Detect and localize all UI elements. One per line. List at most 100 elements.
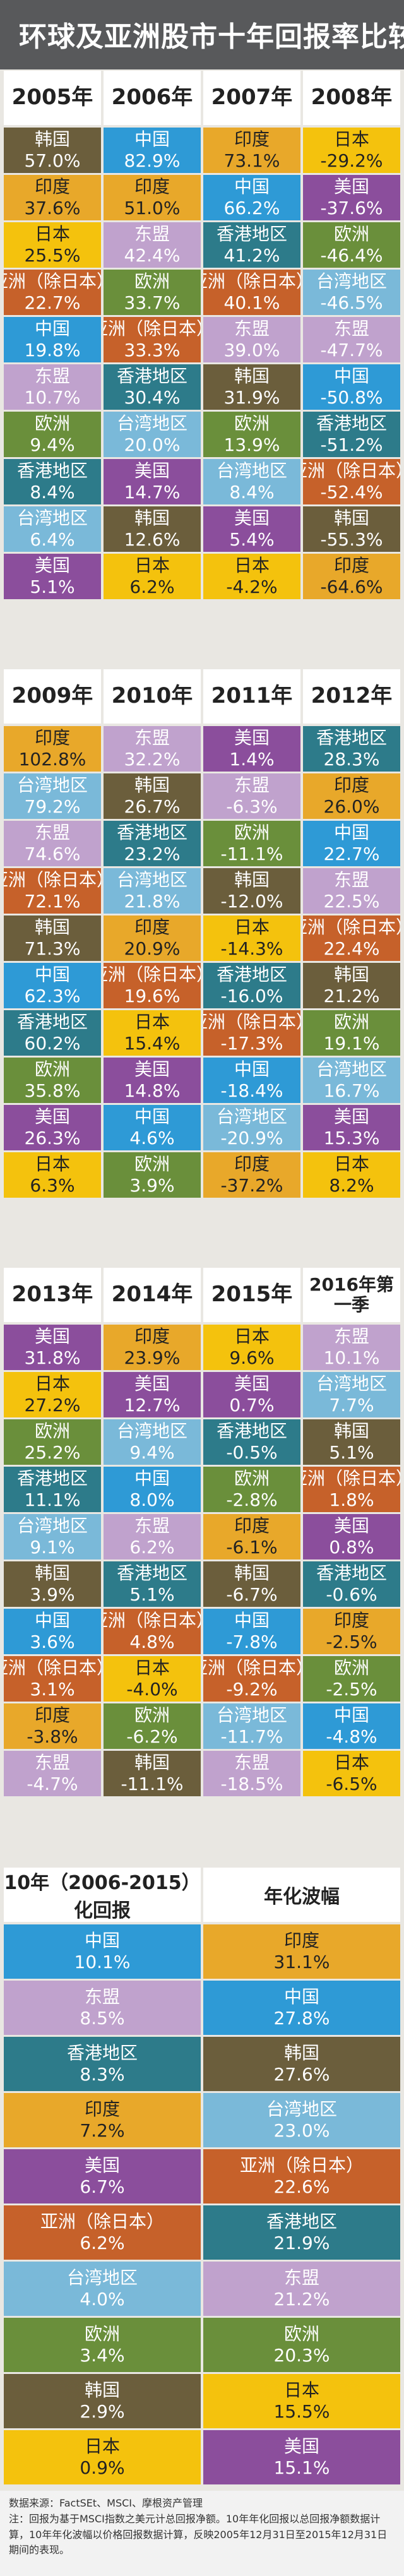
return-value: -46.5% <box>320 292 383 313</box>
return-cell: 东盟 -18.5% <box>203 1751 300 1796</box>
region-label: 日本 <box>333 1154 369 1175</box>
region-label: 香港地区 <box>116 822 187 844</box>
return-value: 25.2% <box>24 1442 81 1463</box>
summary-header-line1: 10年（2006-2015） <box>4 1872 201 1894</box>
footer: 数据来源：FactSEt、MSCI、摩根资产管理 注：回报为基于MSCI指数之美… <box>0 2491 404 2576</box>
region-label: 中国 <box>333 1705 369 1726</box>
region-label: 日本 <box>234 917 270 938</box>
region-label: 东盟 <box>283 2267 319 2289</box>
year-header: 2010年 <box>104 669 201 724</box>
region-label: 中国 <box>34 964 70 986</box>
return-cell: 香港地区 11.1% <box>4 1467 101 1512</box>
return-value: 3.1% <box>30 1679 75 1700</box>
return-value: -6.7% <box>226 1584 278 1605</box>
return-value: -55.3% <box>320 529 383 550</box>
footer-source: 数据来源：FactSEt、MSCI、摩根资产管理 <box>9 2497 203 2509</box>
return-value: 28.3% <box>323 749 380 770</box>
return-value: 26.0% <box>323 796 380 817</box>
region-label: 东盟 <box>134 1515 170 1537</box>
return-cell: 台湾地区 16.7% <box>303 1058 400 1103</box>
return-cell: 亚洲（除日本）22.4% <box>303 915 400 961</box>
year-header: 2015年 <box>203 1268 300 1322</box>
return-value: -50.8% <box>320 387 383 408</box>
return-value: 0.9% <box>80 2457 125 2478</box>
return-cell: 印度 23.9% <box>104 1325 201 1370</box>
return-value: -46.4% <box>320 245 383 266</box>
return-cell: 印度 -2.5% <box>303 1609 400 1654</box>
summary-cell: 韩国 27.6% <box>203 2037 400 2091</box>
return-cell: 印度 20.9% <box>104 915 201 961</box>
return-cell: 台湾地区 21.8% <box>104 868 201 914</box>
return-value: 71.3% <box>24 938 81 959</box>
return-cell: 韩国 -12.0% <box>203 868 300 914</box>
return-value: -2.5% <box>326 1679 377 1700</box>
region-label: 印度 <box>333 775 369 796</box>
return-cell: 亚洲（除日本）40.1% <box>203 270 300 315</box>
return-value: -12.0% <box>220 891 283 912</box>
return-value: 22.7% <box>323 844 380 864</box>
region-label: 中国 <box>134 1468 170 1489</box>
return-cell: 韩国 -6.7% <box>203 1561 300 1607</box>
region-label: 韩国 <box>234 869 270 891</box>
region-label: 欧洲 <box>134 271 170 292</box>
summary-cell: 香港地区 21.9% <box>203 2205 400 2260</box>
return-value: 19.6% <box>124 986 181 1006</box>
region-label: 中国 <box>333 366 369 387</box>
return-value: 6.2% <box>80 2233 125 2253</box>
region-label: 台湾地区 <box>216 1705 287 1726</box>
region-label: 亚洲（除日本） <box>4 869 101 891</box>
region-label: 亚洲（除日本） <box>104 318 201 340</box>
return-cell: 韩国 26.7% <box>104 773 201 819</box>
return-value: -2.5% <box>326 1631 377 1652</box>
return-value: 3.6% <box>30 1631 75 1652</box>
return-value: 57.0% <box>24 150 81 171</box>
region-label: 东盟 <box>84 1986 120 2008</box>
region-label: 中国 <box>333 822 369 844</box>
return-value: 35.8% <box>24 1080 81 1101</box>
region-label: 美国 <box>34 555 70 576</box>
return-value: 42.4% <box>124 245 181 266</box>
region-label: 欧洲 <box>234 1468 270 1489</box>
return-cell: 日本 9.6% <box>203 1325 300 1370</box>
region-label: 美国 <box>134 460 170 482</box>
region-label: 台湾地区 <box>116 869 187 891</box>
return-value: -64.6% <box>320 576 383 597</box>
region-label: 香港地区 <box>16 1468 88 1489</box>
return-cell: 韩国 31.9% <box>203 364 300 410</box>
region-label: 日本 <box>333 1752 369 1774</box>
return-cell: 日本 8.2% <box>303 1152 400 1198</box>
region-label: 东盟 <box>333 869 369 891</box>
return-value: 21.2% <box>273 2289 330 2310</box>
return-cell: 欧洲 19.1% <box>303 1010 400 1056</box>
return-value: 62.3% <box>24 986 81 1006</box>
return-cell: 香港地区 5.1% <box>104 1561 201 1607</box>
return-value: 30.4% <box>124 387 181 408</box>
return-cell: 台湾地区 -11.7% <box>203 1703 300 1749</box>
return-value: 21.8% <box>124 891 181 912</box>
return-cell: 亚洲（除日本）1.8% <box>303 1467 400 1512</box>
return-value: 3.9% <box>30 1584 75 1605</box>
region-label: 亚洲（除日本） <box>203 1011 300 1033</box>
return-value: 73.1% <box>223 150 280 171</box>
return-cell: 台湾地区 -20.9% <box>203 1105 300 1150</box>
region-label: 台湾地区 <box>116 413 187 434</box>
return-value: 37.6% <box>24 198 81 218</box>
return-value: 33.3% <box>124 340 181 361</box>
return-value: 41.2% <box>223 245 280 266</box>
region-label: 亚洲（除日本） <box>239 2155 364 2176</box>
region-label: 印度 <box>34 176 70 198</box>
return-cell: 香港地区 -0.6% <box>303 1561 400 1607</box>
region-label: 香港地区 <box>316 413 387 434</box>
return-value: 51.0% <box>124 198 181 218</box>
return-value: 8.0% <box>129 1489 175 1510</box>
return-cell: 香港地区 60.2% <box>4 1010 101 1056</box>
summary-cell: 亚洲（除日本） 6.2% <box>4 2205 201 2260</box>
return-cell: 亚洲（除日本）-17.3% <box>203 1010 300 1056</box>
region-label: 日本 <box>234 555 270 576</box>
region-label: 欧洲 <box>333 224 369 245</box>
return-cell: 日本 -6.5% <box>303 1751 400 1796</box>
region-label: 美国 <box>234 508 270 529</box>
region-label: 东盟 <box>333 1326 369 1347</box>
region-label: 韩国 <box>34 129 70 150</box>
region-label: 东盟 <box>134 727 170 749</box>
